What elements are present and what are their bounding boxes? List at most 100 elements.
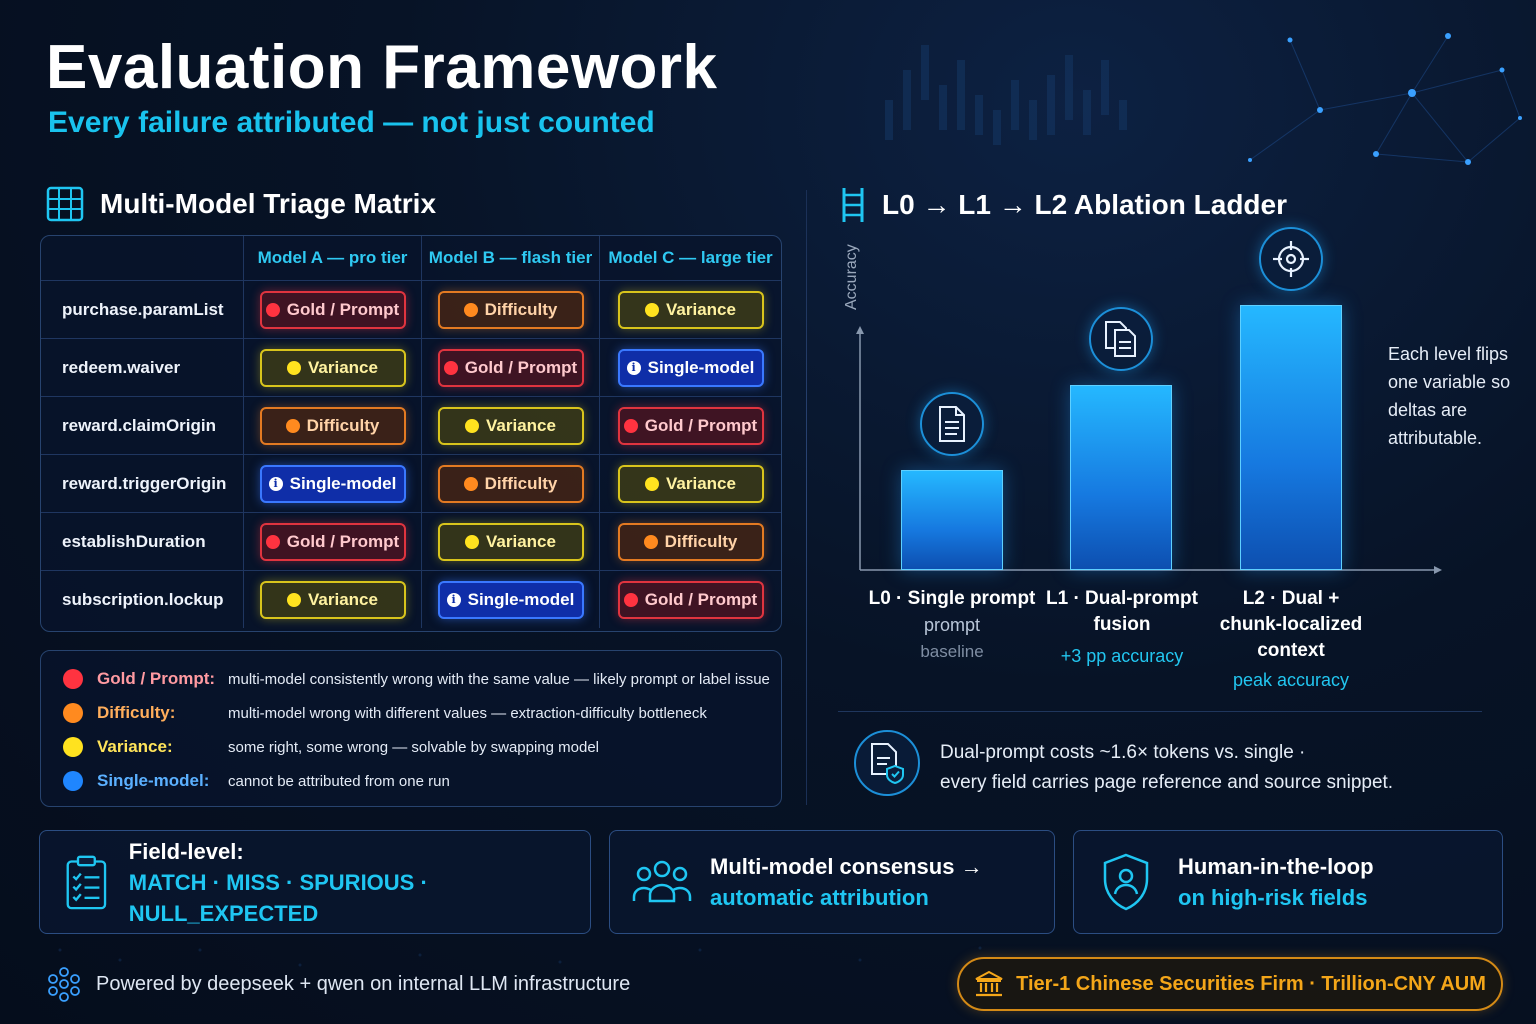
triage-tag-label: Variance — [666, 299, 736, 319]
card-title: Field-level: — [128, 838, 244, 864]
info-icon: i — [268, 476, 283, 491]
matrix-cell: Difficulty — [421, 455, 599, 512]
status-dot — [265, 534, 280, 549]
triage-tag: i Single-model — [259, 464, 406, 503]
triage-tag-label: Variance — [486, 531, 556, 551]
status-dot — [623, 418, 638, 433]
triage-tag-label: Difficulty — [484, 299, 558, 319]
triage-tag: Difficulty — [617, 522, 764, 561]
network-cluster-icon — [48, 967, 80, 1002]
matrix-cell: Difficulty — [243, 397, 421, 454]
cost-note-line2: every field carries page reference and s… — [940, 772, 1394, 793]
legend-item: Gold / Prompt: multi-model consistently … — [63, 667, 770, 691]
triage-tag-label: Single-model — [647, 357, 755, 377]
page-subtitle: Every failure attributed — not just coun… — [48, 106, 655, 139]
matrix-row: establishDuration Gold / Prompt Variance Di… — [41, 512, 781, 570]
matrix-header-row: Model A — pro tier Model B — flash tier … — [41, 236, 781, 280]
column-header: Model A — pro tier — [257, 248, 408, 267]
matrix-body: purchase.paramList Gold / Prompt Difficult… — [41, 280, 781, 628]
matrix-cell: Gold / Prompt — [599, 571, 781, 628]
clipboard-checklist-icon — [66, 855, 107, 910]
triage-tag-label: Variance — [486, 415, 556, 435]
legend-name: Gold / Prompt: — [97, 669, 216, 688]
side-note: Each level flips one variable so deltas … — [1388, 344, 1511, 448]
triage-tag-label: Difficulty — [484, 473, 558, 493]
shield-document-icon — [854, 730, 920, 796]
triage-tag: Variance — [437, 522, 584, 561]
status-dot — [463, 476, 478, 491]
bar-l1 — [1070, 385, 1172, 570]
triage-tag-label: Difficulty — [306, 415, 380, 435]
card-field-level: Field-level: MATCH · MISS · SPURIOUS · N… — [39, 830, 591, 934]
matrix-title: Multi-Model Triage Matrix — [100, 188, 437, 219]
field-name: establishDuration — [62, 531, 206, 551]
bar-l0 — [901, 470, 1003, 570]
triage-matrix: Model A — pro tier Model B — flash tier … — [40, 235, 782, 632]
cost-note-line1: Dual-prompt costs ~1.6× tokens vs. singl… — [940, 742, 1306, 763]
triage-tag: Difficulty — [437, 290, 584, 329]
matrix-cell: Variance — [421, 397, 599, 454]
section-divider — [806, 190, 807, 805]
triage-tag-label: Gold / Prompt — [286, 299, 400, 319]
status-dot — [265, 302, 280, 317]
matrix-cell: Difficulty — [599, 513, 781, 570]
bank-building-icon — [975, 970, 1003, 997]
matrix-cell: Gold / Prompt — [243, 513, 421, 570]
matrix-cell: Variance — [599, 281, 781, 338]
matrix-cell: Variance — [243, 571, 421, 628]
triage-tag: Variance — [617, 290, 764, 329]
x-tick-sublabel: prompt — [923, 615, 981, 635]
card-subtitle: on high-risk fields — [1178, 885, 1368, 910]
triage-tag-label: Difficulty — [664, 531, 738, 551]
x-tick-note: +3 pp accuracy — [1060, 646, 1184, 666]
triage-tag-label: Variance — [308, 589, 378, 609]
x-label-l1: L1 · Dual-prompt fusion +3 pp accuracy — [1037, 586, 1207, 667]
triage-tag: Variance — [437, 406, 584, 445]
status-dot — [645, 302, 660, 317]
matrix-cell: Gold / Prompt — [421, 339, 599, 396]
triage-tag: Difficulty — [437, 464, 584, 503]
x-tick-sublabel: context — [1257, 640, 1325, 661]
triage-tag: i Single-model — [617, 348, 764, 387]
card-consensus: Multi-model consensus → automatic attrib… — [609, 830, 1055, 934]
triage-tag-label: Gold / Prompt — [464, 357, 578, 377]
matrix-cell: i Single-model — [599, 339, 781, 396]
shield-user-icon — [1103, 853, 1149, 911]
matrix-cell: i Single-model — [243, 455, 421, 512]
legend-name: Difficulty: — [97, 703, 176, 722]
legend-desc: multi-model consistently wrong with the … — [228, 670, 770, 688]
triage-tag-label: Gold / Prompt — [286, 531, 400, 551]
powered-by: Powered by deepseek + qwen on internal L… — [46, 966, 630, 1002]
triage-tag: Variance — [617, 464, 764, 503]
document-icon — [920, 392, 984, 456]
column-header: Model B — flash tier — [428, 248, 593, 267]
card-subtitle: MATCH · MISS · SPURIOUS · NULL_EXPECTED — [128, 869, 428, 926]
card-human-loop: Human-in-the-loop on high-risk fields — [1073, 830, 1503, 934]
legend-dot — [63, 771, 83, 791]
field-name: reward.triggerOrigin — [62, 473, 227, 493]
page-title: Evaluation Framework — [46, 33, 718, 102]
cost-note: Dual-prompt costs ~1.6× tokens vs. singl… — [940, 738, 1393, 798]
card-subtitle: automatic attribution — [710, 885, 929, 910]
legend-item: Single-model: cannot be attributed from … — [63, 769, 450, 793]
triage-tag: Gold / Prompt — [617, 406, 764, 445]
matrix-row: purchase.paramList Gold / Prompt Difficult… — [41, 280, 781, 338]
matrix-row: reward.claimOrigin Difficulty Variance Gold… — [41, 396, 781, 454]
triage-tag-label: Gold / Prompt — [644, 415, 758, 435]
triage-tag: Variance — [259, 580, 406, 619]
info-icon: i — [626, 360, 641, 375]
triage-tag: Difficulty — [259, 406, 406, 445]
ladder-icon — [842, 188, 864, 222]
legend-name: Single-model: — [97, 771, 210, 790]
bar-l2 — [1240, 305, 1342, 570]
field-name: reward.claimOrigin — [62, 415, 216, 435]
triage-tag: i Single-model — [437, 580, 584, 619]
status-dot — [443, 360, 458, 375]
field-name: subscription.lockup — [62, 589, 224, 609]
matrix-cell: Gold / Prompt — [599, 397, 781, 454]
legend-desc: cannot be attributed from one run — [228, 772, 450, 790]
column-header: Model C — large tier — [608, 248, 773, 267]
status-dot — [645, 476, 660, 491]
matrix-cell: Variance — [243, 339, 421, 396]
triage-tag: Gold / Prompt — [437, 348, 584, 387]
